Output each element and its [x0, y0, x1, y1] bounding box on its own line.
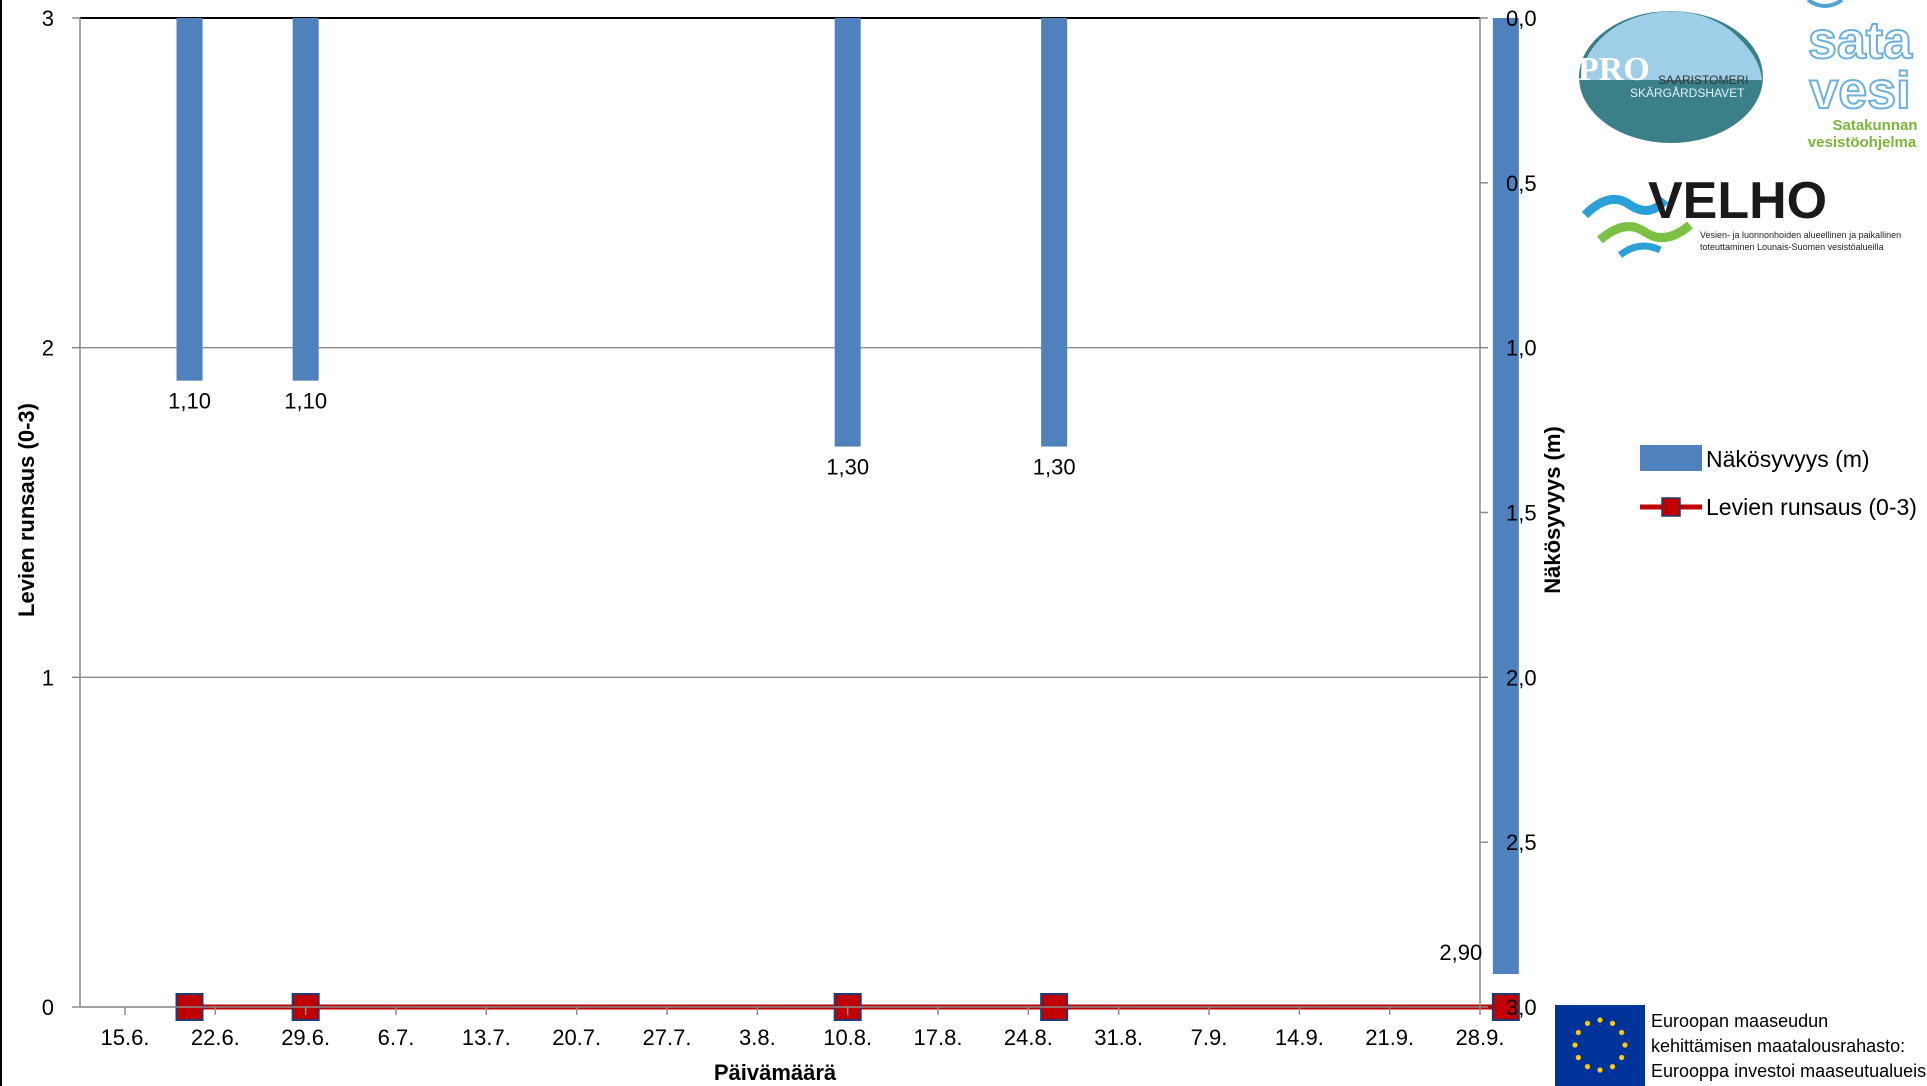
y-left-tick-label: 1 [42, 665, 54, 690]
data-labels: 1,10 1,10 1,30 1,30 2,90 [168, 389, 1482, 965]
algae-point [1491, 993, 1520, 1021]
y-right-tick-label: 1,0 [1506, 336, 1537, 361]
axes [72, 17, 1488, 1015]
y-right-tick-label: 2,5 [1506, 830, 1537, 855]
eu-star [1575, 1054, 1581, 1061]
eu-logo: Euroopan maaseudun kehittämisen maatalou… [1555, 1005, 1927, 1086]
satavesi-logo: sata vesi Satakunnan vesistöohjelma [1806, 0, 1918, 151]
visibility-bar [1492, 18, 1519, 975]
bar-series [176, 18, 1519, 975]
velho-wave1 [1581, 194, 1669, 219]
pro-logo-sky [1581, 11, 1762, 81]
pro-logo-line1: SAARISTOMERI [1658, 73, 1748, 87]
eu-star [1622, 1042, 1628, 1048]
eu-star [1572, 1042, 1578, 1048]
x-tick-label: 17.8. [914, 1025, 963, 1050]
x-tick-label: 27.7. [643, 1025, 692, 1050]
pro-logo-word: PRO [1578, 51, 1650, 88]
eu-star [1584, 1064, 1591, 1070]
x-tick-label: 10.8. [823, 1025, 872, 1050]
eu-stars [1572, 1017, 1628, 1073]
satavesi-sub2: vesistöohjelma [1808, 134, 1917, 151]
velho-logo: VELHO Vesien- ja luonnonhoiden alueellin… [1581, 172, 1901, 258]
eu-star [1609, 1064, 1616, 1070]
eu-star [1597, 1067, 1603, 1073]
satavesi-word1: sata [1808, 12, 1913, 70]
pro-saaristomeri-logo: PRO SAARISTOMERI SKÄRGÅRDSHAVET [1578, 11, 1763, 143]
velho-word: VELHO [1648, 172, 1827, 230]
legend-label-line: Levien runsaus (0-3) [1706, 494, 1917, 520]
y-axis-right-title: Näkösyvyys (m) [1540, 426, 1565, 594]
x-tick-label: 13.7. [462, 1025, 511, 1050]
x-tick-label: 29.6. [281, 1025, 330, 1050]
eu-star [1575, 1029, 1581, 1036]
x-tick-label: 7.9. [1191, 1025, 1228, 1050]
x-tick-label: 31.8. [1094, 1025, 1143, 1050]
y-right-tick-label: 3,0 [1506, 995, 1537, 1020]
gridlines [80, 17, 1480, 1008]
y-right-tick-label: 0,0 [1506, 6, 1537, 31]
y-right-tick-label: 2,0 [1506, 665, 1537, 690]
velho-sub1: Vesien- ja luonnonhoiden alueellinen ja … [1700, 230, 1901, 240]
eu-star [1619, 1054, 1625, 1061]
x-tick-label: 14.9. [1275, 1025, 1324, 1050]
satavesi-sub1: Satakunnan [1832, 117, 1917, 134]
x-axis-title: Päivämäärä [714, 1060, 837, 1085]
legend: Näkösyvyys (m) Levien runsaus (0-3) [1640, 445, 1917, 520]
eu-star [1609, 1020, 1616, 1026]
x-tick-label: 20.7. [552, 1025, 601, 1050]
y-axis-left-title: Levien runsaus (0-3) [14, 403, 39, 617]
x-tick-label: 24.8. [1004, 1025, 1053, 1050]
bar-data-label: 2,90 [1439, 940, 1482, 965]
x-tick-label: 22.6. [191, 1025, 240, 1050]
bar-data-label: 1,30 [826, 455, 869, 480]
legend-swatch-bar [1640, 445, 1702, 471]
visibility-bar [1041, 18, 1068, 447]
eu-line3: Eurooppa investoi maaseutualueisiin [1651, 1061, 1927, 1081]
x-tick-label: 28.9. [1456, 1025, 1505, 1050]
tick-labels: 0 1 2 3 0,0 0,5 1,0 1,5 2,0 2,5 3,0 15.6. 22.6. 29.6.… [42, 6, 1537, 1050]
y-left-tick-label: 0 [42, 995, 54, 1020]
x-tick-label: 3.8. [739, 1025, 776, 1050]
eu-line2: kehittämisen maatalousrahasto: [1651, 1036, 1905, 1056]
legend-label-bar: Näkösyvyys (m) [1706, 446, 1870, 472]
x-tick-label: 15.6. [101, 1025, 150, 1050]
velho-wave2 [1597, 221, 1693, 244]
satavesi-swirl [1806, 0, 1844, 8]
eu-star [1597, 1017, 1603, 1023]
eu-line1: Euroopan maaseudun [1651, 1011, 1828, 1031]
satavesi-word2: vesi [1809, 62, 1910, 120]
pro-logo-line2: SKÄRGÅRDSHAVET [1630, 85, 1745, 100]
eu-flag [1555, 1005, 1645, 1086]
eu-star [1619, 1029, 1625, 1036]
legend-swatch-marker [1661, 497, 1681, 517]
velho-wave3 [1617, 242, 1662, 258]
y-right-tick-label: 0,5 [1506, 171, 1537, 196]
y-right-tick-label: 1,5 [1506, 501, 1537, 526]
bar-data-label: 1,10 [168, 389, 211, 414]
eu-star [1584, 1020, 1591, 1026]
y-left-tick-label: 3 [42, 6, 54, 31]
bar-data-label: 1,10 [284, 389, 327, 414]
visibility-bar [834, 18, 861, 447]
x-tick-label: 6.7. [378, 1025, 415, 1050]
y-left-tick-label: 2 [42, 336, 54, 361]
bar-data-label: 1,30 [1033, 455, 1076, 480]
visibility-bar [292, 18, 319, 381]
x-tick-label: 21.9. [1365, 1025, 1414, 1050]
velho-sub2: toteuttaminen Lounais-Suomen vesistöalue… [1700, 242, 1884, 252]
visibility-bar [176, 18, 203, 381]
